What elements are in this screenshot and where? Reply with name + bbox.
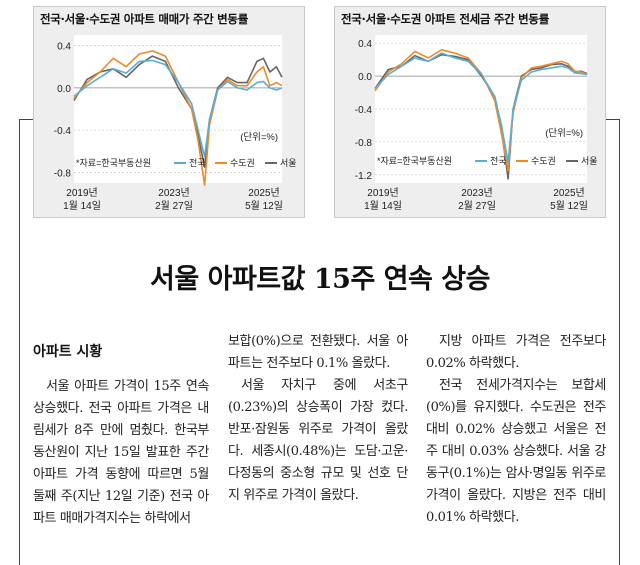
article-column-1: 서울 아파트 가격이 15주 연속 상승했다. 전국 아파트 가격은 내림세가 … xyxy=(33,376,209,530)
legend-label: 수도권 xyxy=(230,157,255,168)
y-tick-label: 0.4 xyxy=(358,39,372,50)
jeonse-chart-svg: 0.4 0.0 -0.4 -0.8 -1.2 (단위=%) *자료=한국부동산원 전국 수도권 서… xyxy=(355,35,598,212)
legend-label: 서울 xyxy=(581,156,598,166)
unit-label: (단위=%) xyxy=(240,131,278,143)
headline: 서울 아파트값 15주 연속 상승 xyxy=(150,264,490,295)
x-tick-date: 1월 14일 xyxy=(63,200,101,212)
x-tick-date: 5월 12일 xyxy=(550,200,588,212)
x-tick-year: 2025년 xyxy=(248,187,279,199)
unit-label: (단위=%) xyxy=(545,127,583,139)
y-tick-label: 0.4 xyxy=(57,42,71,53)
jeonse-chart: 전국·서울·수도권 아파트 전세금 주간 변동률 0.4 0.0 -0.4 -0.8 -… xyxy=(334,6,606,218)
x-tick-year: 2025년 xyxy=(553,187,584,199)
frame-line-right-top xyxy=(606,119,620,120)
paragraph: 보합(0%)으로 전환됐다. 서울 아파트는 전주보다 0.1% 올랐다. xyxy=(228,334,408,371)
y-tick-label: -1.2 xyxy=(355,171,373,182)
y-tick-label: 0.0 xyxy=(358,72,372,83)
section-label: 아파트 시황 xyxy=(33,344,103,360)
x-tick-year: 2019년 xyxy=(66,187,97,199)
series-line-전국 xyxy=(374,52,588,164)
source-label: *자료=한국부동산원 xyxy=(76,158,151,168)
source-label: *자료=한국부동산원 xyxy=(377,156,452,166)
article-column-3: 지방 아파트 가격은 전주보다 0.02% 하락했다. 전국 전세가격지수는 보… xyxy=(426,331,606,529)
paragraph: 지방 아파트 가격은 전주보다 0.02% 하락했다. xyxy=(426,334,606,371)
legend-label: 서울 xyxy=(280,158,297,168)
legend-label: 전국 xyxy=(490,156,507,166)
article-column-2: 보합(0%)으로 전환됐다. 서울 아파트는 전주보다 0.1% 올랐다. 서울… xyxy=(228,331,408,507)
series-line-수도권 xyxy=(73,50,283,186)
series-line-서울 xyxy=(73,55,283,168)
frame-line-left-top xyxy=(19,119,33,120)
y-tick-label: -0.4 xyxy=(54,126,72,137)
sale-price-chart: 전국·서울·수도권 아파트 매매가 주간 변동률 0.4 0.0 -0.4 -0.8 (… xyxy=(33,6,305,218)
y-tick-label: -0.8 xyxy=(54,168,72,179)
plot-area xyxy=(74,35,282,183)
x-tick-date: 1월 14일 xyxy=(364,200,402,212)
series-line-수도권 xyxy=(374,49,588,172)
x-tick-year: 2019년 xyxy=(367,187,398,199)
sale-price-chart-svg: 0.4 0.0 -0.4 -0.8 (단위=%) *자료=한국부동산원 전국 수도권 서울 201… xyxy=(54,35,297,212)
chart-title: 전국·서울·수도권 아파트 전세금 주간 변동률 xyxy=(341,12,549,26)
frame-line-left-vertical xyxy=(19,119,20,565)
paragraph: 전국 전세가격지수는 보합세(0%)를 유지했다. 수도권은 전주 대비 0.0… xyxy=(426,378,606,525)
x-tick-date: 5월 12일 xyxy=(245,200,283,212)
y-tick-label: -0.8 xyxy=(355,138,373,149)
series-line-전국 xyxy=(73,59,283,158)
frame-line-right-vertical xyxy=(619,119,620,565)
x-tick-date: 2월 27일 xyxy=(458,200,496,212)
y-tick-label: 0.0 xyxy=(57,84,71,95)
y-tick-label: -0.4 xyxy=(355,105,373,116)
paragraph: 서울 아파트 가격이 15주 연속 상승했다. 전국 아파트 가격은 내림세가 … xyxy=(33,379,209,526)
chart-title: 전국·서울·수도권 아파트 매매가 주간 변동률 xyxy=(40,12,248,26)
paragraph: 서울 자치구 중에 서초구(0.23%)의 상승폭이 가장 컸다. 반포·잠원동… xyxy=(228,378,408,503)
x-tick-year: 2023년 xyxy=(158,187,189,199)
legend-label: 전국 xyxy=(189,158,206,168)
x-tick-date: 2월 27일 xyxy=(155,200,193,212)
x-tick-year: 2023년 xyxy=(461,187,492,199)
legend-label: 수도권 xyxy=(531,155,556,166)
